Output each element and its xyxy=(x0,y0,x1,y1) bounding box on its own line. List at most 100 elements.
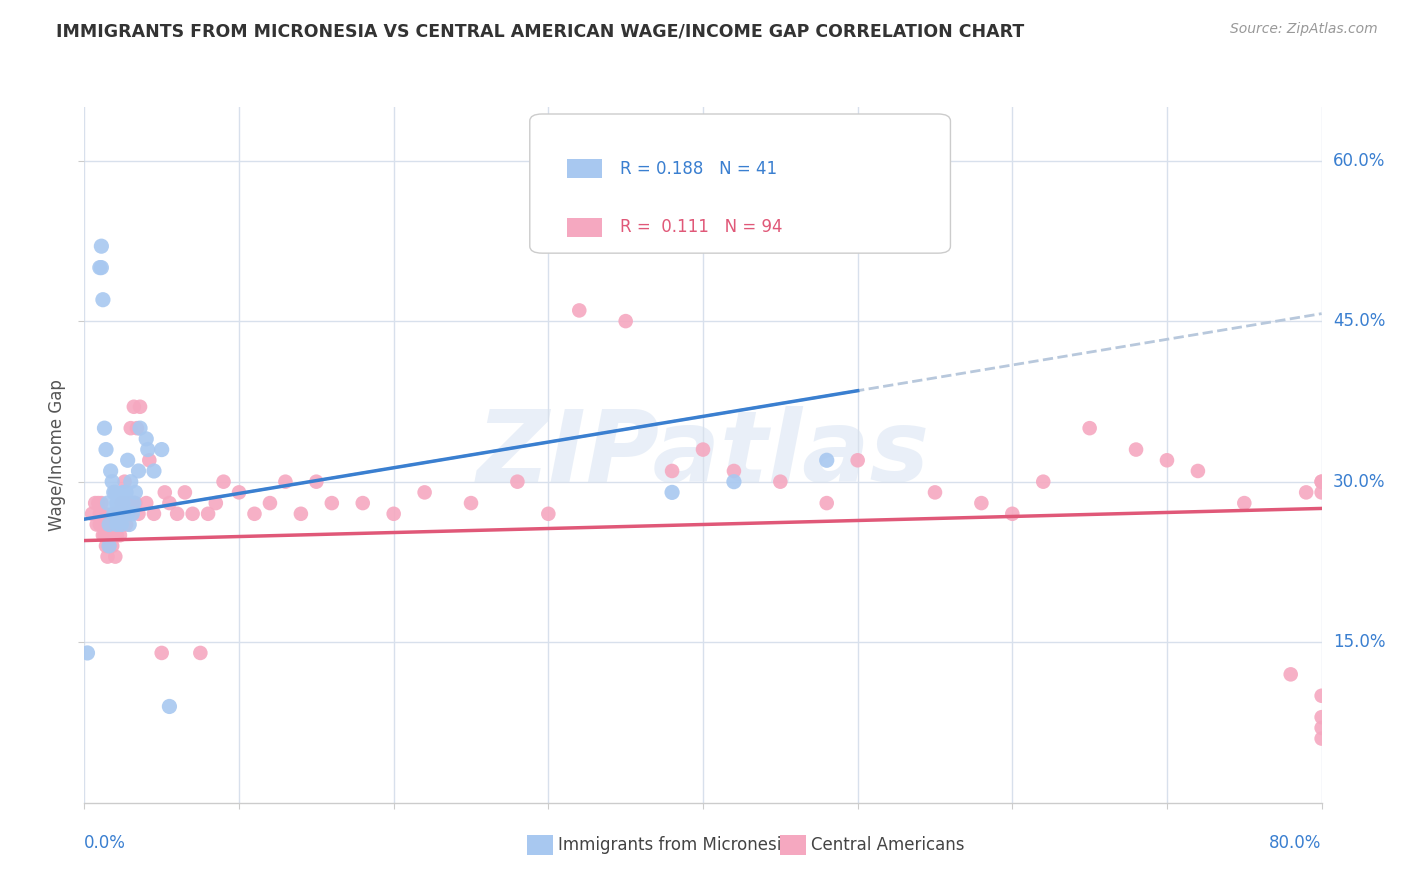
Point xyxy=(107,507,129,521)
Point xyxy=(91,517,114,532)
Point xyxy=(1125,442,1147,457)
Point xyxy=(84,496,107,510)
Point xyxy=(121,507,143,521)
Point xyxy=(506,475,529,489)
Point xyxy=(105,528,128,542)
Point xyxy=(150,442,173,457)
Point xyxy=(112,496,135,510)
Point xyxy=(98,539,121,553)
Point xyxy=(970,496,993,510)
Point xyxy=(104,485,127,500)
Text: Source: ZipAtlas.com: Source: ZipAtlas.com xyxy=(1230,22,1378,37)
Point xyxy=(125,421,148,435)
Point xyxy=(89,507,111,521)
Point xyxy=(1279,667,1302,681)
Point xyxy=(108,528,131,542)
Point xyxy=(112,485,135,500)
Text: 60.0%: 60.0% xyxy=(1333,152,1385,169)
Point xyxy=(103,507,125,521)
Point xyxy=(117,507,139,521)
Point xyxy=(143,507,166,521)
Point xyxy=(100,528,122,542)
Point xyxy=(197,507,219,521)
Point xyxy=(86,517,108,532)
Point xyxy=(243,507,266,521)
Point xyxy=(352,496,374,510)
Point xyxy=(153,485,176,500)
Point xyxy=(114,475,136,489)
Point xyxy=(815,453,838,467)
Point xyxy=(723,475,745,489)
Y-axis label: Wage/Income Gap: Wage/Income Gap xyxy=(48,379,66,531)
Point xyxy=(205,496,228,510)
Text: 0.0%: 0.0% xyxy=(84,834,127,852)
Point xyxy=(118,517,141,532)
Point xyxy=(124,485,146,500)
Point xyxy=(121,496,143,510)
Point xyxy=(91,293,114,307)
Point xyxy=(228,485,250,500)
Bar xyxy=(567,159,602,178)
Text: Immigrants from Micronesia: Immigrants from Micronesia xyxy=(558,836,792,854)
Point xyxy=(769,475,792,489)
Point xyxy=(110,517,132,532)
Point xyxy=(122,496,145,510)
Point xyxy=(568,303,591,318)
Point xyxy=(115,485,138,500)
Point xyxy=(117,507,139,521)
Point xyxy=(96,528,118,542)
Text: Central Americans: Central Americans xyxy=(811,836,965,854)
Point xyxy=(460,496,482,510)
Point xyxy=(174,485,197,500)
Text: ZIPatlas: ZIPatlas xyxy=(477,407,929,503)
Point xyxy=(1310,721,1333,735)
Point xyxy=(129,421,152,435)
Point xyxy=(93,421,115,435)
Point xyxy=(1310,475,1333,489)
Point xyxy=(100,517,122,532)
Point xyxy=(82,507,104,521)
Text: IMMIGRANTS FROM MICRONESIA VS CENTRAL AMERICAN WAGE/INCOME GAP CORRELATION CHART: IMMIGRANTS FROM MICRONESIA VS CENTRAL AM… xyxy=(56,22,1025,40)
Point xyxy=(105,517,128,532)
Point xyxy=(87,496,110,510)
Point xyxy=(815,496,838,510)
Point xyxy=(107,507,129,521)
Point xyxy=(120,421,142,435)
Point xyxy=(692,442,714,457)
Point xyxy=(1001,507,1024,521)
Point xyxy=(127,507,149,521)
Point xyxy=(118,496,141,510)
Point xyxy=(107,517,129,532)
Point xyxy=(188,646,211,660)
Point xyxy=(94,517,117,532)
Point xyxy=(321,496,343,510)
Point xyxy=(1233,496,1256,510)
Point xyxy=(104,507,127,521)
Text: 30.0%: 30.0% xyxy=(1333,473,1385,491)
Point xyxy=(846,453,869,467)
Point xyxy=(305,475,328,489)
Text: 45.0%: 45.0% xyxy=(1333,312,1385,330)
Point xyxy=(124,496,146,510)
Point xyxy=(1187,464,1209,478)
Point xyxy=(96,496,118,510)
Point xyxy=(159,699,180,714)
Point xyxy=(166,507,188,521)
Point xyxy=(661,485,683,500)
Point xyxy=(101,528,124,542)
Text: 15.0%: 15.0% xyxy=(1333,633,1385,651)
Point xyxy=(104,517,127,532)
Point xyxy=(274,475,297,489)
Point xyxy=(924,485,946,500)
Point xyxy=(117,453,139,467)
Point xyxy=(537,507,560,521)
Text: R =  0.111   N = 94: R = 0.111 N = 94 xyxy=(620,219,783,236)
Point xyxy=(723,464,745,478)
FancyBboxPatch shape xyxy=(530,114,950,253)
Point xyxy=(112,507,135,521)
Point xyxy=(1295,485,1317,500)
Point xyxy=(103,485,125,500)
Point xyxy=(1310,475,1333,489)
Point xyxy=(94,539,117,553)
Point xyxy=(101,475,124,489)
